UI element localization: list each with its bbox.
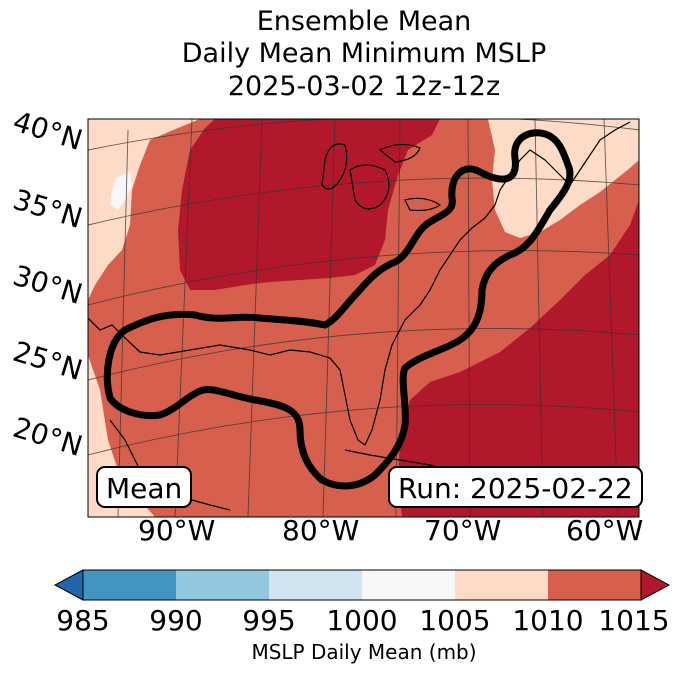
graticule (88, 119, 639, 517)
colorbar-tick-995: 995 (242, 604, 296, 637)
colorbar-tick-1005: 1005 (419, 604, 491, 637)
field-band-above-1015-north (178, 119, 440, 290)
lon-label-90w: 90°W (138, 514, 216, 547)
map-frame (87, 118, 640, 518)
field-band-1005-1010-west (88, 119, 200, 300)
colorbar-tick-990: 990 (149, 604, 203, 637)
colorbar-tick-1015: 1015 (598, 604, 670, 637)
colorbar-segment-1000 (362, 570, 456, 600)
lon-label-80w: 80°W (282, 514, 360, 547)
lon-label-60w: 60°W (566, 514, 644, 547)
colorbar-label: MSLP Daily Mean (mb) (251, 640, 477, 664)
title-line-2: Daily Mean Minimum MSLP (181, 38, 547, 69)
colorbar-tick-1010: 1010 (512, 604, 584, 637)
colorbar-tick-985: 985 (56, 604, 110, 637)
mean-badge: Mean (96, 466, 193, 508)
field-band-above-1015-southeast (398, 200, 639, 517)
colorbar-segment-990 (176, 570, 270, 600)
colorbar-segment-995 (269, 570, 363, 600)
contour-line (103, 129, 574, 490)
run-date-badge: Run: 2025-02-22 (388, 466, 643, 508)
colorbar (53, 569, 671, 601)
colorbar-extend-high (640, 569, 671, 601)
colorbar-segment-1010 (548, 570, 642, 600)
colorbar-segment-985 (83, 570, 177, 600)
lon-label-70w: 70°W (424, 514, 502, 547)
colorbar-extend-low (53, 569, 84, 601)
title-line-3: 2025-03-02 12z-12z (227, 71, 501, 102)
map-panel (87, 118, 640, 518)
title-line-1: Ensemble Mean (256, 6, 472, 37)
colorbar-segment-1005 (455, 570, 549, 600)
colorbar-tick-1000: 1000 (326, 604, 398, 637)
